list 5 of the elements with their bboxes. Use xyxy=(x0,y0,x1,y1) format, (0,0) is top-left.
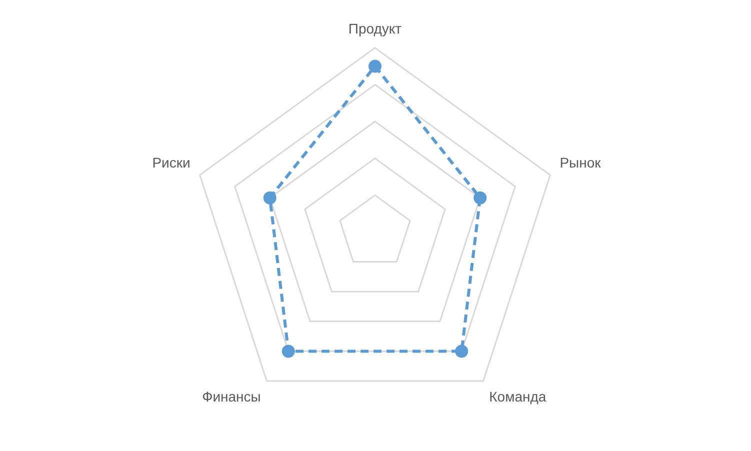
spoke-label: Риски xyxy=(152,154,190,170)
spoke-label: Команда xyxy=(489,388,546,404)
spoke-label: Продукт xyxy=(348,20,402,36)
spoke-label: Рынок xyxy=(560,154,602,170)
spoke-label: Финансы xyxy=(202,388,261,404)
